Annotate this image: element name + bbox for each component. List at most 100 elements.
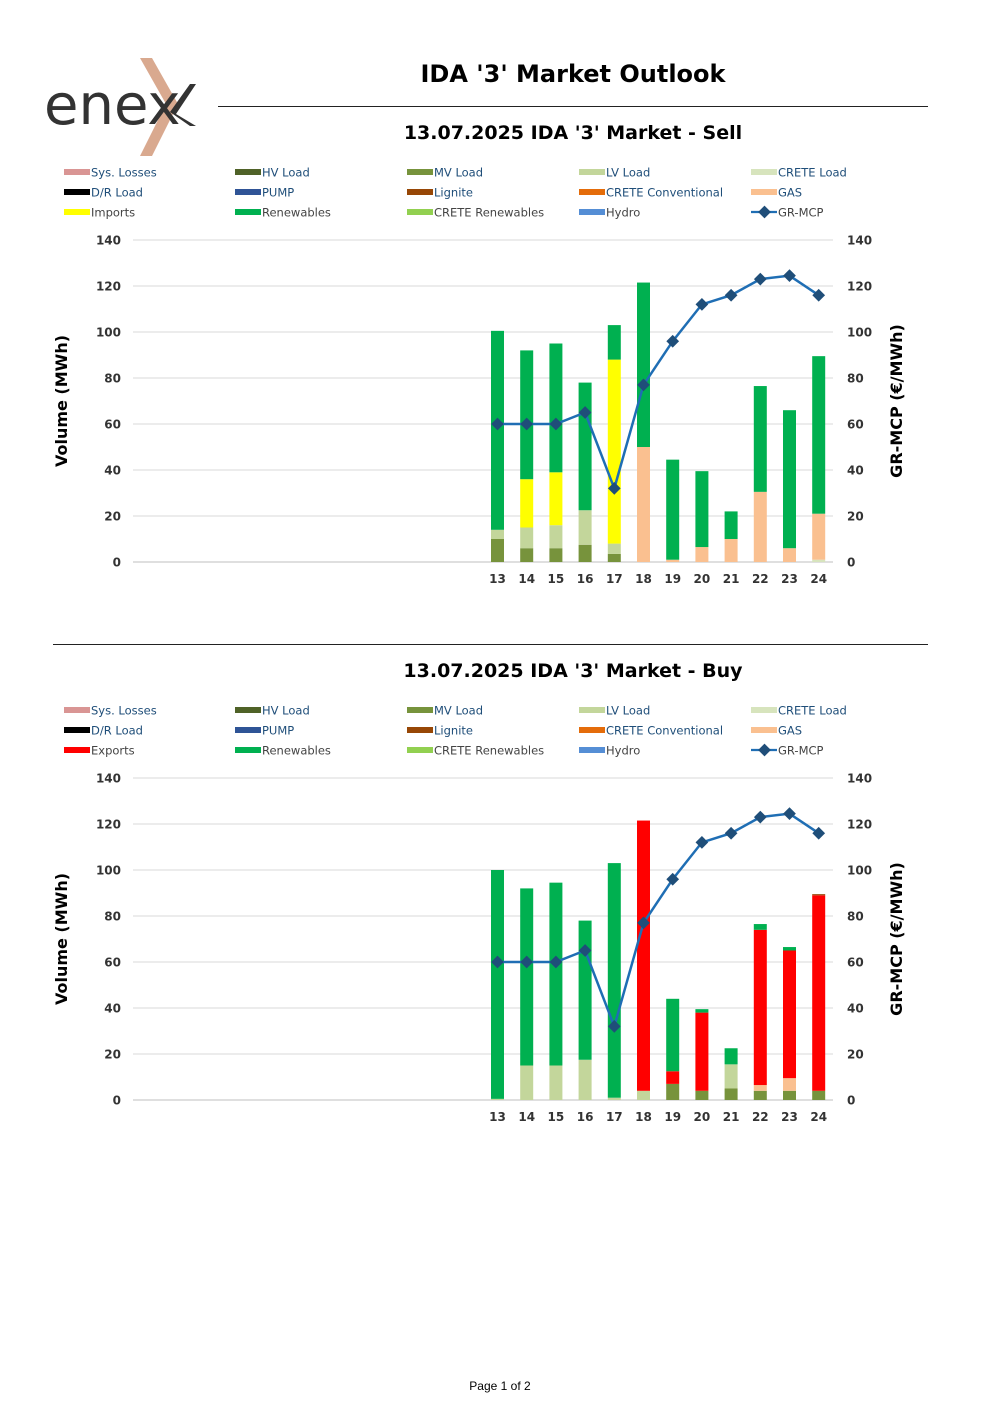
bar-segment: [549, 472, 563, 526]
bar-segment: [578, 544, 592, 562]
x-tick-label: 20: [694, 1110, 711, 1123]
bar-segment: [812, 356, 826, 514]
section-divider: [53, 644, 928, 645]
bar-segment: [783, 950, 796, 1079]
bar-segment: [549, 1065, 563, 1100]
x-tick-label: 17: [606, 572, 623, 585]
legend-label: GR-MCP: [778, 744, 824, 758]
bar-segment: [637, 820, 650, 1091]
bar-segment: [695, 1009, 709, 1013]
y-tick-label: 80: [104, 910, 121, 924]
y2-tick-label: 120: [847, 818, 872, 832]
y2-tick-label: 100: [847, 864, 872, 878]
legend-label: Lignite: [434, 724, 473, 738]
legend-swatch: [751, 707, 777, 713]
legend-label: GAS: [778, 186, 802, 200]
legend-swatch: [579, 707, 605, 713]
y-axis-title: Volume (MWh): [52, 335, 71, 467]
x-tick-label: 14: [518, 572, 535, 585]
legend-swatch: [579, 189, 605, 195]
legend-label: GR-MCP: [778, 206, 824, 220]
y-tick-label: 80: [104, 372, 121, 386]
y-tick-label: 60: [104, 956, 121, 970]
legend-swatch: [751, 189, 777, 195]
title-divider: [218, 106, 928, 107]
legend-swatch: [64, 209, 90, 215]
legend-label: Imports: [91, 206, 135, 220]
y-tick-label: 0: [113, 556, 121, 570]
bar-segment: [812, 894, 826, 896]
legend-label: Hydro: [606, 744, 640, 758]
y-tick-label: 40: [104, 1002, 121, 1016]
bar-segment: [520, 350, 534, 480]
legend-swatch: [407, 209, 433, 215]
legend-swatch: [64, 169, 90, 175]
bar-segment: [695, 1012, 709, 1091]
bar-segment: [753, 1085, 767, 1091]
legend-label: CRETE Load: [778, 704, 847, 718]
y-tick-label: 20: [104, 510, 121, 524]
y2-axis-title: GR-MCP (€/MWh): [887, 862, 906, 1016]
legend-label: D/R Load: [91, 724, 143, 738]
x-tick-label: 13: [489, 572, 506, 585]
legend-swatch: [579, 169, 605, 175]
bar-segment: [520, 888, 534, 1066]
bar-segment: [520, 527, 534, 549]
legend-swatch: [407, 727, 433, 733]
bar-segment: [578, 920, 592, 1060]
y2-tick-label: 140: [847, 772, 872, 786]
x-tick-label: 22: [752, 1110, 769, 1123]
enex-logo: enex: [44, 58, 204, 158]
y2-tick-label: 20: [847, 1048, 864, 1062]
legend-label: PUMP: [262, 724, 294, 738]
gr-mcp-point: [753, 810, 767, 824]
bar-segment: [753, 1090, 767, 1100]
legend-label: MV Load: [434, 704, 483, 718]
legend-swatch: [235, 169, 261, 175]
legend-swatch: [64, 727, 90, 733]
legend-swatch: [579, 727, 605, 733]
legend-label: HV Load: [262, 704, 310, 718]
bar-segment: [491, 529, 504, 539]
logo-wordmark: enex: [44, 73, 181, 138]
legend-label: CRETE Renewables: [434, 206, 544, 220]
legend-swatch: [407, 169, 433, 175]
y2-tick-label: 0: [847, 1094, 855, 1108]
bar-segment: [637, 282, 650, 447]
bar-segment: [549, 548, 563, 562]
y-tick-label: 60: [104, 418, 121, 432]
x-tick-label: 19: [664, 1110, 681, 1123]
bar-segment: [753, 386, 767, 492]
y-tick-label: 140: [96, 772, 121, 786]
x-tick-label: 18: [635, 572, 652, 585]
bar-segment: [549, 343, 563, 473]
legend-label: D/R Load: [91, 186, 143, 200]
x-tick-label: 19: [664, 572, 681, 585]
bar-segment: [549, 525, 563, 549]
legend-swatch: [751, 169, 777, 175]
legend-marker-gr-mcp: [758, 743, 771, 757]
legend-swatch: [235, 727, 261, 733]
legend-label: Sys. Losses: [91, 704, 157, 718]
bar-segment: [578, 1059, 592, 1100]
legend-swatch: [64, 189, 90, 195]
legend-label: Renewables: [262, 744, 331, 758]
bar-segment: [753, 929, 767, 1086]
legend-label: HV Load: [262, 166, 310, 180]
bar-segment: [549, 882, 563, 1066]
enex-logo-graphic: enex: [44, 58, 196, 156]
gr-mcp-line: [497, 812, 820, 1031]
y2-tick-label: 60: [847, 418, 864, 432]
y2-tick-label: 40: [847, 464, 864, 478]
legend-label: CRETE Conventional: [606, 186, 723, 200]
gr-mcp-point: [724, 826, 738, 840]
bar-segment: [607, 543, 621, 554]
bar-segment: [724, 1064, 738, 1089]
legend-label: GAS: [778, 724, 802, 738]
bar-segment: [666, 998, 680, 1072]
bar-segment: [695, 1090, 709, 1100]
logo-chevron: [140, 58, 178, 156]
bar-segment: [578, 510, 592, 545]
bar-segment: [666, 1083, 680, 1100]
x-tick-label: 17: [606, 1110, 623, 1123]
